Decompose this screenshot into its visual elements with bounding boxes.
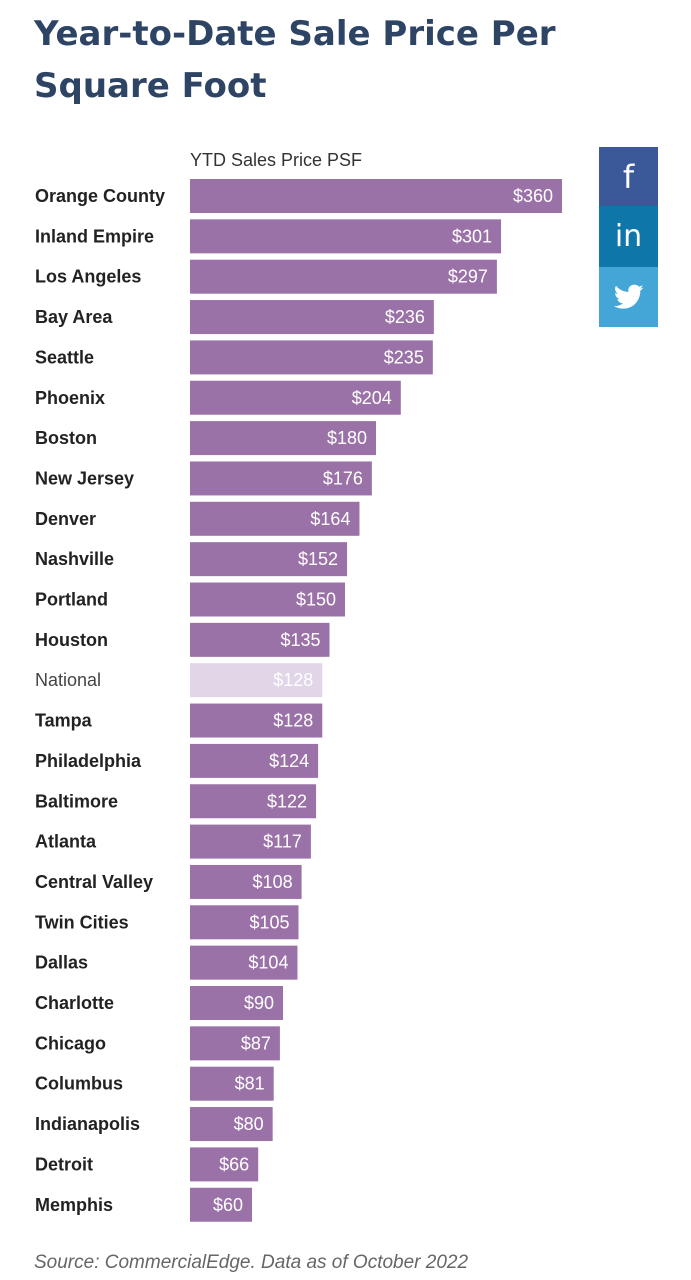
bar [190,1066,274,1101]
category-label: Columbus [35,1074,123,1094]
value-label: $66 [219,1154,249,1174]
value-label: $128 [273,670,313,690]
source-note: Source: CommercialEdge. Data as of Octob… [34,1252,469,1273]
value-label: $81 [235,1074,265,1094]
category-label: Portland [35,590,108,610]
category-label: Memphis [35,1195,113,1215]
value-label: $128 [273,711,313,731]
bar [190,1026,280,1061]
bar [190,703,323,738]
value-label: $360 [513,186,553,206]
category-label: Inland Empire [35,226,154,246]
category-label: Orange County [35,186,165,206]
value-label: $117 [263,832,302,852]
category-label: Tampa [35,711,93,731]
bar [190,784,317,819]
value-label: $236 [385,307,425,327]
bar [190,1147,259,1182]
value-label: $301 [452,226,492,246]
bar [190,824,311,859]
category-label: Charlotte [35,993,114,1013]
bar [190,542,348,577]
value-label: $176 [323,468,363,488]
bar [190,179,562,213]
bar [190,421,376,456]
category-label: Philadelphia [35,751,142,771]
bar-chart: YTD Sales Price PSF Orange County $360 Inla… [35,150,562,1222]
value-label: $297 [448,267,488,287]
category-label: Baltimore [35,791,118,811]
value-label: $80 [234,1114,264,1134]
value-label: $90 [244,993,274,1013]
social-share-bar: f in [599,147,658,327]
value-label: $60 [213,1195,243,1215]
bar [190,986,283,1020]
category-label: Denver [35,509,96,529]
bar [190,864,302,899]
facebook-share-button[interactable]: f [599,147,658,206]
value-label: $150 [296,590,336,610]
bar [190,743,319,778]
series-label: YTD Sales Price PSF [190,150,362,170]
bar [190,380,401,415]
category-label: Houston [35,630,108,650]
category-label: Atlanta [35,832,97,852]
facebook-icon: f [622,157,635,196]
bar [190,905,299,940]
value-label: $235 [384,347,424,367]
category-label: Chicago [35,1033,106,1053]
category-label: Bay Area [35,307,113,327]
category-label: New Jersey [35,468,134,488]
page-title: Year-to-Date Sale Price Per Square Foot [34,14,556,106]
value-label: $135 [280,630,320,650]
bar [190,461,372,496]
bar [190,259,497,294]
linkedin-icon: in [614,218,643,254]
linkedin-share-button[interactable]: in [599,206,658,267]
value-label: $105 [249,912,289,932]
value-label: $124 [269,751,309,771]
bar [190,219,502,254]
value-label: $164 [310,509,350,529]
bar [190,501,360,536]
value-label: $104 [248,953,288,973]
bar [190,1187,252,1222]
category-label: Dallas [35,953,88,973]
bar [190,1107,273,1142]
bar [190,340,433,375]
twitter-share-button[interactable] [599,267,658,327]
category-label: Indianapolis [35,1114,140,1134]
category-label: Phoenix [35,388,105,408]
category-label: Seattle [35,347,94,367]
value-label: $108 [253,872,293,892]
value-label: $204 [352,388,392,408]
twitter-icon [613,284,643,309]
category-label: Detroit [35,1154,93,1174]
bar [190,663,323,698]
category-label: Central Valley [35,872,153,892]
value-label: $87 [241,1033,271,1053]
bar [190,300,434,335]
bar [190,622,330,657]
category-label: National [35,670,101,690]
category-label: Nashville [35,549,114,569]
value-label: $180 [327,428,367,448]
bar [190,945,298,980]
category-label: Los Angeles [35,267,141,287]
bar [190,582,345,617]
value-label: $122 [267,791,307,811]
category-label: Boston [35,428,97,448]
value-label: $152 [298,549,338,569]
category-label: Twin Cities [35,912,129,932]
